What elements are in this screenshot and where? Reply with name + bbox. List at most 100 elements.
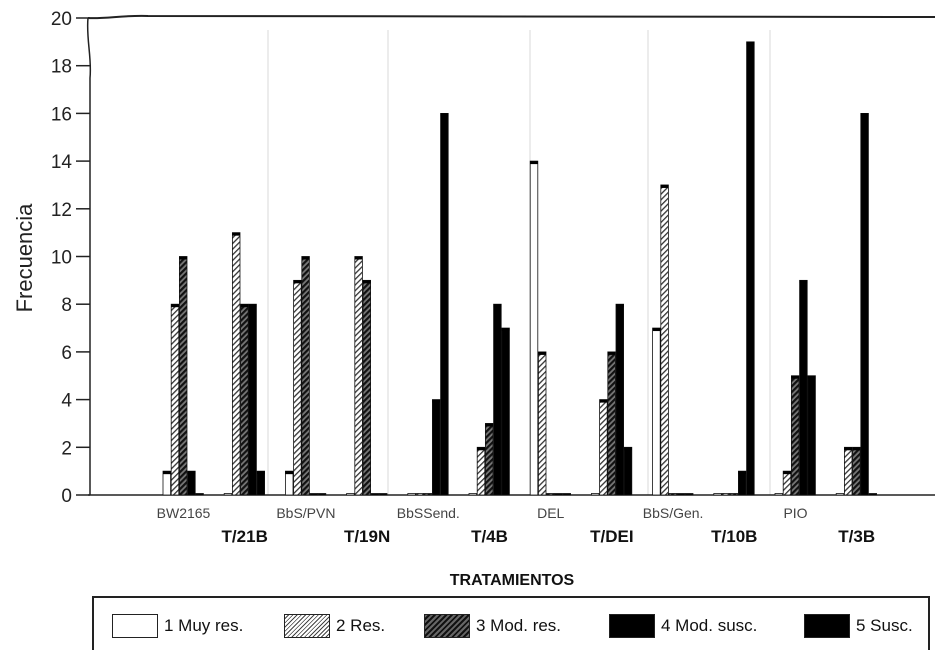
bar	[729, 493, 739, 496]
y-tick-label: 4	[61, 391, 72, 412]
y-tick-label: 10	[51, 248, 72, 269]
legend-item-5: 5 Susc.	[804, 614, 913, 638]
bar	[774, 493, 783, 496]
bar-cap	[179, 256, 187, 260]
bar	[835, 493, 845, 496]
bar-cap	[257, 471, 265, 475]
bar	[493, 303, 502, 496]
bar	[284, 470, 294, 496]
legend-swatch	[284, 614, 330, 638]
bar	[676, 493, 686, 496]
bars	[162, 41, 877, 496]
x-axis-label: TRATAMIENTOS	[450, 572, 575, 589]
bar-cap	[232, 232, 240, 236]
bar-cap	[485, 423, 493, 427]
x-category-label: DEL	[537, 505, 564, 521]
y-tick-label: 16	[51, 104, 72, 125]
bar-cap	[599, 399, 608, 403]
bar-cap	[354, 256, 363, 260]
bar-cap	[440, 113, 449, 117]
bar	[248, 303, 257, 496]
bar	[799, 279, 808, 496]
x-category-label: BbS/PVN	[276, 505, 335, 521]
bar	[317, 493, 327, 496]
bar	[468, 493, 477, 496]
bar	[223, 493, 233, 496]
bar	[738, 470, 747, 496]
bar-cap	[171, 304, 179, 308]
bar	[615, 303, 624, 496]
bar	[807, 375, 816, 496]
bar	[476, 446, 486, 496]
bar-cap	[783, 471, 791, 475]
bar	[240, 303, 249, 496]
bar	[652, 327, 661, 496]
bar	[354, 256, 363, 496]
bar	[607, 351, 616, 496]
bar	[407, 493, 416, 496]
bar	[782, 470, 792, 496]
bar-cap	[187, 471, 196, 475]
bar	[301, 256, 310, 496]
bar-cap	[807, 375, 816, 379]
legend: 1 Muy res. 2 Res. 3 Mod. res. 4 Mod. sus…	[92, 596, 930, 650]
bar-cap	[746, 41, 755, 45]
y-tick-label: 2	[61, 438, 72, 459]
legend-label: 2 Res.	[336, 616, 386, 635]
legend-item-3: 3 Mod. res.	[424, 614, 561, 638]
bar	[431, 399, 441, 496]
bar	[231, 232, 241, 496]
y-tick-label: 12	[51, 200, 72, 221]
legend-item-2: 2 Res.	[284, 614, 385, 638]
bar-cap	[248, 304, 257, 308]
legend-label: 1 Muy res.	[164, 616, 244, 635]
bar	[370, 493, 380, 496]
bar-cap	[363, 280, 371, 284]
x-category-label: T/21B	[222, 527, 268, 546]
bar-cap	[501, 328, 510, 332]
bar-cap	[660, 184, 669, 188]
bar	[554, 493, 563, 496]
bar-cap	[799, 280, 808, 284]
bar	[713, 493, 722, 496]
bar-cap	[477, 447, 485, 451]
bar	[378, 493, 388, 496]
y-ticks: 0 2 4 6 8 10 12 14 16 18 20	[51, 9, 90, 507]
bar	[162, 470, 171, 496]
bar	[791, 375, 800, 496]
bar	[195, 493, 204, 496]
bar	[415, 493, 424, 496]
bar	[844, 446, 853, 496]
bar	[440, 113, 449, 496]
legend-label: 4 Mod. susc.	[661, 616, 758, 635]
bar-cap	[240, 304, 249, 308]
bar-cap	[293, 280, 302, 284]
bar	[868, 493, 877, 496]
bar	[562, 493, 571, 496]
legend-swatch	[609, 614, 655, 638]
bar	[599, 399, 608, 496]
y-tick-label: 0	[61, 486, 72, 507]
y-axis-label: Frecuencia	[12, 203, 37, 313]
legend-swatch	[112, 614, 158, 638]
bar	[309, 493, 318, 496]
bar	[187, 470, 196, 496]
bar	[852, 446, 861, 496]
x-category-label: T/10B	[711, 527, 757, 546]
x-category-label: BbS/Gen.	[643, 505, 704, 521]
top-border-line	[87, 14, 935, 20]
x-category-label: BW2165	[157, 505, 211, 521]
bar	[623, 446, 633, 496]
bar	[346, 493, 355, 496]
legend-swatch	[424, 614, 470, 638]
x-category-label: T/4B	[471, 527, 508, 546]
bar	[293, 279, 302, 496]
legend-label: 3 Mod. res.	[476, 616, 562, 635]
bar-cap	[791, 375, 799, 379]
y-tick-label: 14	[51, 152, 73, 173]
bar-cap	[538, 351, 546, 355]
legend-item-1: 1 Muy res.	[112, 614, 243, 638]
bar-cap	[163, 471, 171, 475]
x-category-label: T/19N	[344, 527, 390, 546]
bar	[538, 351, 547, 496]
